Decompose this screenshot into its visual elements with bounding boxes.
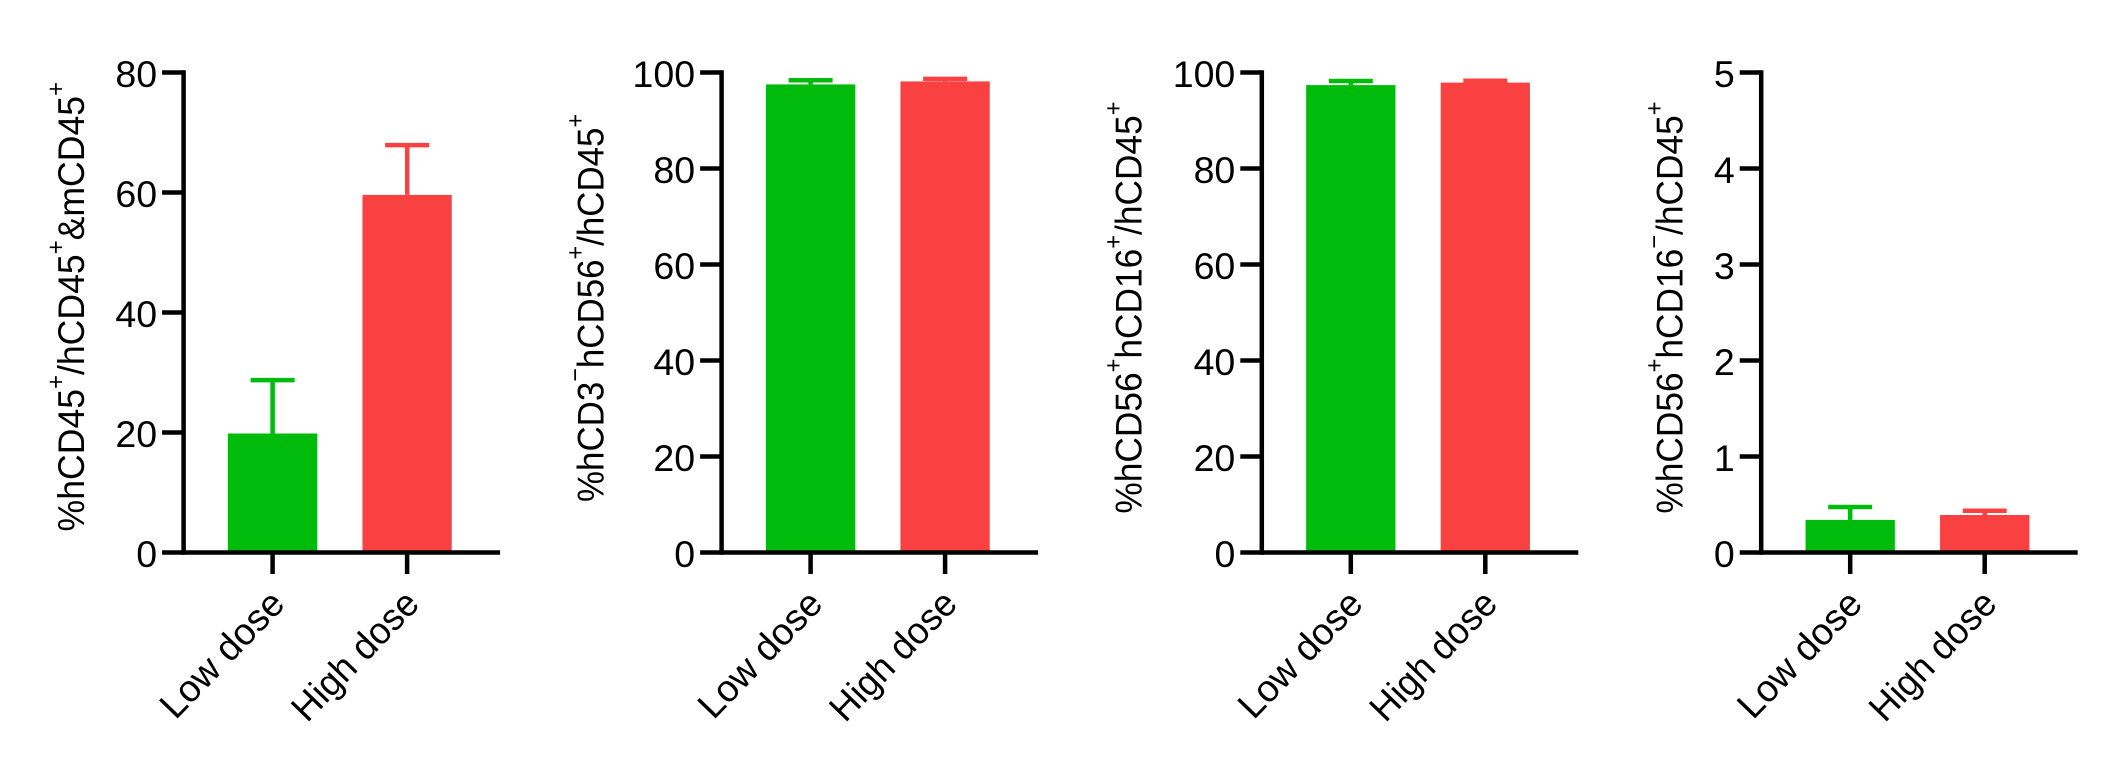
svg-text:2: 2 bbox=[1714, 341, 1735, 383]
svg-text:%hCD45+/hCD45+&mCD45+: %hCD45+/hCD45+&mCD45+ bbox=[42, 82, 92, 531]
svg-text:1: 1 bbox=[1714, 437, 1735, 479]
svg-text:3: 3 bbox=[1714, 245, 1735, 287]
svg-text:60: 60 bbox=[653, 245, 695, 287]
svg-text:5: 5 bbox=[1714, 53, 1735, 95]
svg-text:80: 80 bbox=[1194, 149, 1236, 191]
svg-text:0: 0 bbox=[1714, 533, 1735, 575]
svg-text:40: 40 bbox=[115, 293, 157, 335]
svg-text:100: 100 bbox=[1173, 53, 1236, 95]
svg-text:4: 4 bbox=[1714, 149, 1735, 191]
svg-text:%hCD56+hCD16−/hCD45+: %hCD56+hCD16−/hCD45+ bbox=[1641, 102, 1691, 514]
svg-text:80: 80 bbox=[653, 149, 695, 191]
svg-text:20: 20 bbox=[115, 413, 157, 455]
svg-text:100: 100 bbox=[633, 53, 696, 95]
svg-text:20: 20 bbox=[1194, 437, 1236, 479]
svg-text:60: 60 bbox=[1194, 245, 1236, 287]
svg-text:%hCD56+hCD16+/hCD45+: %hCD56+hCD16+/hCD45+ bbox=[1100, 102, 1150, 514]
svg-text:0: 0 bbox=[1214, 533, 1235, 575]
svg-text:0: 0 bbox=[136, 533, 157, 575]
svg-text:40: 40 bbox=[1194, 341, 1236, 383]
svg-text:0: 0 bbox=[674, 533, 695, 575]
svg-text:%hCD3−hCD56+/hCD45+: %hCD3−hCD56+/hCD45+ bbox=[562, 114, 612, 502]
svg-text:80: 80 bbox=[115, 53, 157, 95]
svg-text:20: 20 bbox=[653, 437, 695, 479]
svg-text:60: 60 bbox=[115, 173, 157, 215]
svg-text:40: 40 bbox=[653, 341, 695, 383]
